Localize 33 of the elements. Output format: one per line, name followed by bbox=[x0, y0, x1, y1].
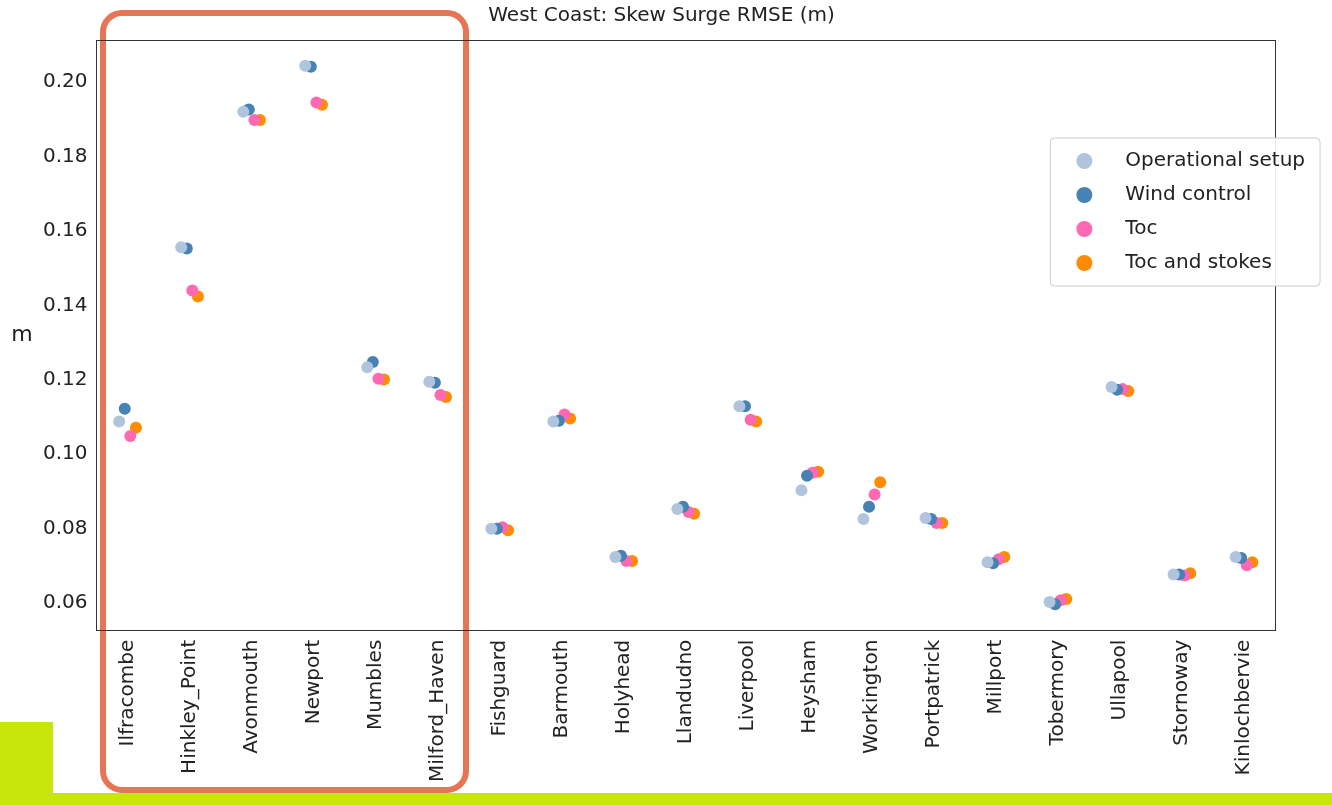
x-tick-label: Avonmouth bbox=[237, 639, 262, 754]
chart-title: West Coast: Skew Surge RMSE (m) bbox=[488, 2, 835, 27]
x-tick-label: Heysham bbox=[796, 639, 821, 734]
x-tick-label: Ullapool bbox=[1106, 639, 1131, 721]
y-tick-label: 0.20 bbox=[43, 68, 88, 93]
legend-label: Toc bbox=[1124, 215, 1158, 240]
x-tick-label: Hinkley_Point bbox=[175, 639, 200, 774]
y-tick-label: 0.16 bbox=[43, 217, 88, 242]
x-tick-label: Newport bbox=[299, 639, 324, 725]
x-tick-label: Tobermory bbox=[1044, 639, 1069, 747]
y-tick-label: 0.08 bbox=[43, 514, 88, 539]
x-tick-label: Kinlochbervie bbox=[1230, 639, 1255, 776]
y-tick-label: 0.18 bbox=[43, 142, 88, 167]
legend-label: Operational setup bbox=[1125, 147, 1305, 172]
x-tick-label: Workington bbox=[858, 639, 883, 754]
legend-label: Toc and stokes bbox=[1124, 249, 1272, 274]
y-tick-label: 0.14 bbox=[43, 291, 88, 316]
y-tick-label: 0.10 bbox=[43, 440, 88, 465]
y-tick-label: 0.12 bbox=[43, 366, 88, 391]
x-tick-label: Portpatrick bbox=[920, 639, 945, 749]
x-tick-label: Millport bbox=[982, 639, 1007, 715]
x-tick-label: Barmouth bbox=[547, 639, 572, 739]
x-tick-label: Milford_Haven bbox=[423, 639, 448, 782]
y-tick-label: 0.06 bbox=[43, 589, 88, 614]
x-tick-label: Llandudno bbox=[671, 639, 696, 745]
x-tick-label: Mumbles bbox=[361, 639, 386, 731]
y-axis-title: m bbox=[11, 321, 33, 347]
x-tick-label: Liverpool bbox=[733, 639, 758, 732]
x-tick-label: Fishguard bbox=[485, 639, 510, 737]
legend-label: Wind control bbox=[1125, 181, 1252, 206]
x-tick-label: Stornoway bbox=[1168, 639, 1193, 746]
x-tick-label: Ilfracombe bbox=[113, 639, 138, 747]
x-tick-label: Holyhead bbox=[609, 639, 634, 735]
